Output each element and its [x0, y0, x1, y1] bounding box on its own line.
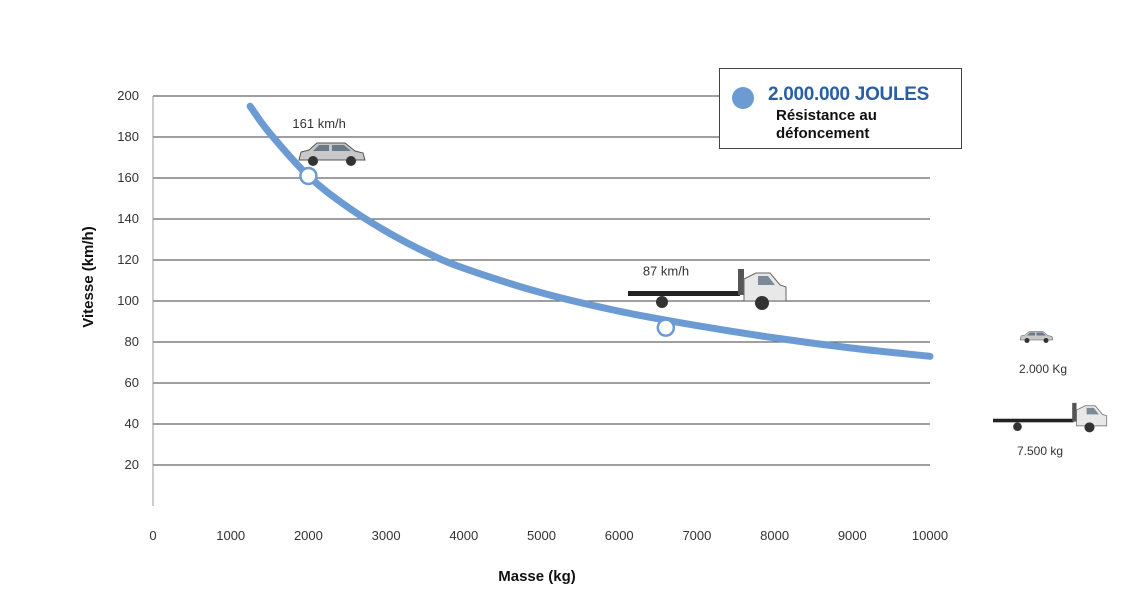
highlight-point: [299, 166, 318, 186]
y-tick-label: 100: [117, 293, 139, 308]
legend-subtitle: Résistance au défoncement: [776, 107, 877, 142]
x-tick-label: 8000: [760, 528, 789, 543]
y-tick-label: 80: [125, 334, 139, 349]
highlight-points: 161 km/h 87 km/h: [292, 116, 689, 337]
y-tick-labels: 20 40 60 80 100 120 140 160 180 200: [117, 88, 139, 472]
x-tick-label: 2000: [294, 528, 323, 543]
suv-icon: [298, 142, 366, 167]
y-tick-label: 200: [117, 88, 139, 103]
highlight-point-label: 161 km/h: [292, 116, 345, 131]
y-tick-label: 20: [125, 457, 139, 472]
y-tick-label: 160: [117, 170, 139, 185]
x-tick-labels: 0 1000 2000 3000 4000 5000 6000 7000 8000 9000 100…: [149, 528, 948, 543]
side-legend-label-car: 2.000 Kg: [1019, 362, 1068, 376]
legend: 2.000.000 JOULES Résistance au défonceme…: [719, 68, 962, 149]
y-axis-title: Vitesse (km/h): [80, 226, 97, 327]
x-tick-label: 7000: [682, 528, 711, 543]
legend-title: 2.000.000 JOULES: [768, 84, 930, 105]
y-tick-label: 120: [117, 252, 139, 267]
y-tick-label: 60: [125, 375, 139, 390]
x-tick-label: 1000: [216, 528, 245, 543]
x-tick-label: 10000: [912, 528, 948, 543]
highlight-point-label: 87 km/h: [643, 264, 689, 279]
x-tick-label: 3000: [372, 528, 401, 543]
y-tick-label: 40: [125, 416, 139, 431]
x-tick-label: 4000: [449, 528, 478, 543]
x-axis-title: Masse (kg): [498, 568, 576, 585]
x-tick-label: 5000: [527, 528, 556, 543]
x-tick-label: 9000: [838, 528, 867, 543]
side-legend-label-truck: 7.500 kg: [1017, 444, 1064, 458]
legend-marker: [732, 87, 754, 109]
y-tick-label: 140: [117, 211, 139, 226]
suv-icon: [1019, 331, 1054, 344]
x-tick-label: 0: [149, 528, 156, 543]
highlight-point: [656, 318, 676, 337]
x-tick-label: 6000: [605, 528, 634, 543]
grid-lines: [153, 95, 930, 466]
y-tick-label: 180: [117, 129, 139, 144]
flatbed-truck-icon: [992, 402, 1108, 433]
